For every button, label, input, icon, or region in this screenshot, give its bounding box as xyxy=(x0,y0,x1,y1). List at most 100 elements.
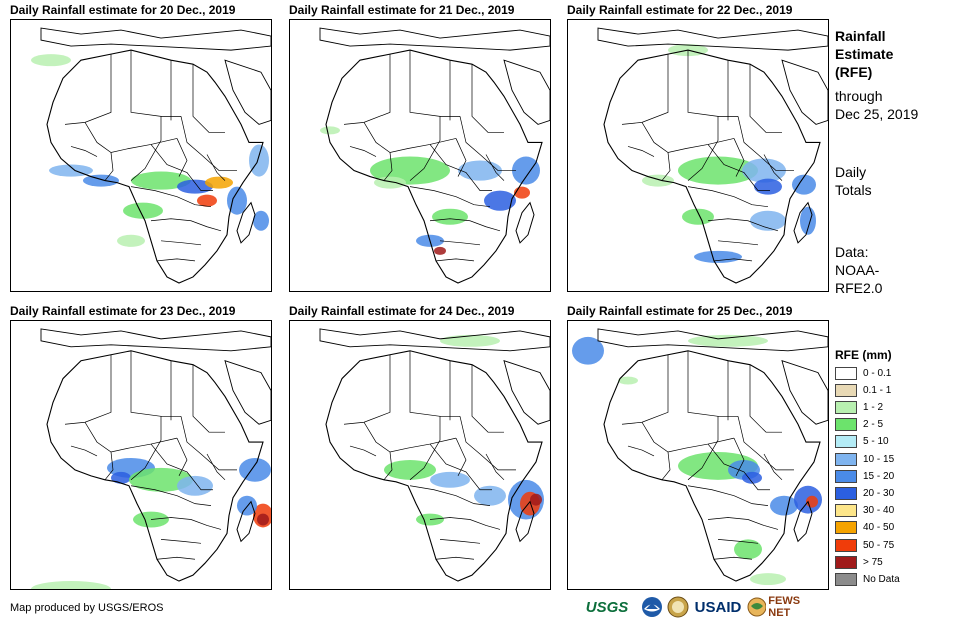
country-border xyxy=(429,443,492,491)
panel-title-4: Daily Rainfall estimate for 23 Dec., 201… xyxy=(10,304,236,318)
rainfall-area xyxy=(31,54,71,67)
legend-swatch xyxy=(835,538,857,552)
side-title-line-2: Estimate xyxy=(835,46,894,62)
country-border xyxy=(130,116,162,181)
legend-swatch xyxy=(835,418,857,432)
africa-map-svg xyxy=(31,27,271,284)
legend-item: 10 - 15 xyxy=(835,452,894,466)
doi-seal-icon xyxy=(667,596,689,618)
landmass-outline xyxy=(597,27,828,51)
country-border xyxy=(713,258,753,262)
country-border xyxy=(409,485,491,506)
country-border xyxy=(763,453,783,481)
rainfall-area xyxy=(205,176,233,189)
legend-label: 40 - 50 xyxy=(863,522,895,534)
country-border xyxy=(459,416,516,471)
country-border xyxy=(409,116,441,181)
country-border xyxy=(749,64,782,133)
country-border xyxy=(192,364,225,433)
legend-swatch xyxy=(835,521,857,535)
country-border xyxy=(180,416,237,471)
country-border xyxy=(439,240,481,246)
landmass-outline xyxy=(781,59,828,125)
side-title: Rainfall Estimate (RFE) xyxy=(835,27,893,81)
africa-coastline xyxy=(603,49,821,284)
country-border xyxy=(104,451,114,481)
africa-coastline xyxy=(46,49,264,284)
country-border xyxy=(627,146,655,157)
rainfall-area xyxy=(770,495,798,516)
rainfall-area xyxy=(117,234,145,247)
rainfall-area xyxy=(320,126,340,135)
rainfall-area xyxy=(512,156,540,185)
rainfall-area xyxy=(239,457,271,482)
country-border xyxy=(687,186,769,208)
country-border xyxy=(64,354,112,425)
rainfall-area xyxy=(484,190,516,211)
country-border xyxy=(70,146,98,157)
side-date: Dec 25, 2019 xyxy=(835,106,919,122)
madagascar-outline xyxy=(236,201,256,244)
africa-map-svg xyxy=(319,27,550,284)
legend-swatch xyxy=(835,400,857,414)
country-border xyxy=(130,416,162,481)
rainfall-area xyxy=(458,160,502,181)
country-border xyxy=(84,122,178,153)
landmass-outline xyxy=(503,360,550,425)
madagascar-outline xyxy=(236,500,256,543)
africa-coastline xyxy=(325,49,543,284)
madagascar-outline xyxy=(793,201,813,244)
legend-label: 0.1 - 1 xyxy=(863,384,892,396)
rainfall-area xyxy=(742,158,786,183)
country-border xyxy=(627,445,655,457)
panel-title-3: Daily Rainfall estimate for 22 Dec., 201… xyxy=(567,3,793,17)
rainfall-area xyxy=(253,210,269,231)
country-border xyxy=(749,364,782,433)
panel-title-6: Daily Rainfall estimate for 25 Dec., 201… xyxy=(567,304,793,318)
country-border xyxy=(429,144,492,191)
africa-coastline xyxy=(325,350,543,582)
rainfall-area xyxy=(430,471,470,488)
rainfall-area xyxy=(678,156,758,185)
country-border xyxy=(733,138,745,177)
country-border xyxy=(130,186,212,208)
rainfall-area xyxy=(682,208,714,225)
country-border xyxy=(130,485,212,506)
country-border xyxy=(429,517,501,530)
rainfall-area xyxy=(432,208,468,225)
rainfall-area xyxy=(754,178,782,195)
rainfall-area xyxy=(111,471,131,484)
rainfall-map-22-dec xyxy=(567,19,829,292)
legend-item: 30 - 40 xyxy=(835,504,894,518)
country-border xyxy=(707,218,779,232)
noaa-emblem-icon xyxy=(642,597,662,617)
legend-item: 40 - 50 xyxy=(835,521,894,535)
legend-label: 1 - 2 xyxy=(863,401,884,413)
country-border xyxy=(176,437,188,476)
landmass-outline xyxy=(224,360,271,425)
rainfall-map-20-dec xyxy=(10,19,272,292)
africa-map-svg xyxy=(597,27,828,284)
legend-label: 20 - 30 xyxy=(863,487,895,499)
landmass-outline xyxy=(503,59,550,125)
rainfall-area xyxy=(734,539,762,560)
country-border xyxy=(455,138,467,177)
country-border xyxy=(383,451,393,481)
landmass-outline xyxy=(781,360,828,425)
country-border xyxy=(713,556,753,560)
noaa-logo xyxy=(641,596,663,618)
country-border xyxy=(485,453,505,481)
country-border xyxy=(707,144,770,191)
country-border xyxy=(687,116,719,181)
rainfall-map-23-dec xyxy=(10,320,272,590)
side-data-source-2: RFE2.0 xyxy=(835,280,883,296)
country-border xyxy=(160,240,202,246)
country-border xyxy=(737,416,794,471)
country-border xyxy=(156,258,196,262)
legend-item: > 75 xyxy=(835,555,883,569)
country-border xyxy=(439,539,481,544)
fews-net-text: FEWS NET xyxy=(768,595,801,619)
country-border xyxy=(176,138,188,177)
rainfall-area xyxy=(618,376,638,385)
madagascar-outline xyxy=(793,500,813,543)
